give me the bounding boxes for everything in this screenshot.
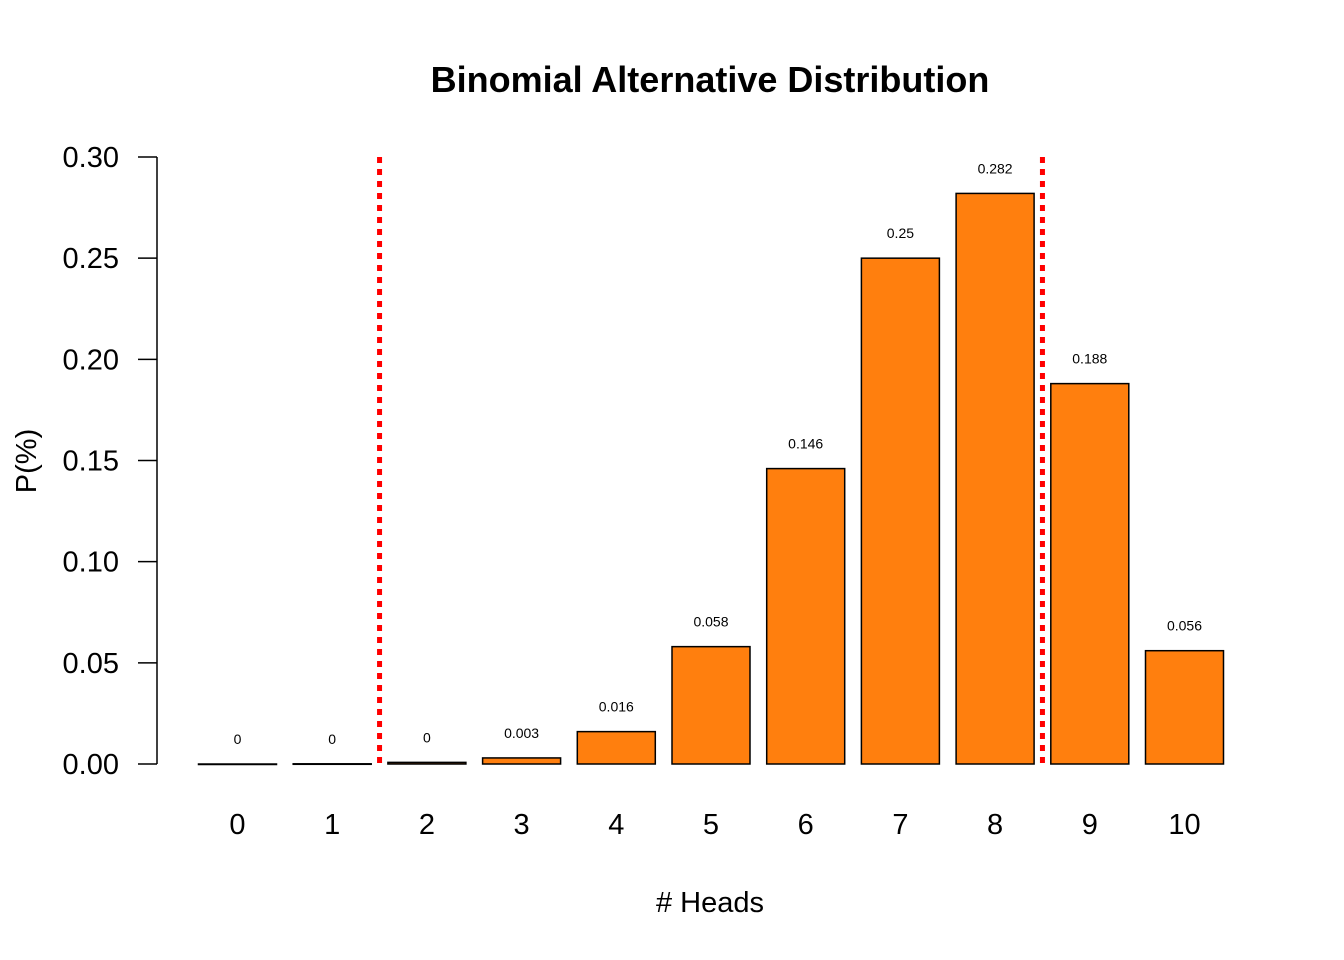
x-tick-label-1: 1 <box>324 809 340 841</box>
x-tick-labels: 0 1 2 3 4 5 6 7 8 9 10 <box>229 809 1200 841</box>
y-tick-label: 0.20 <box>63 344 119 376</box>
y-tick-label: 0.10 <box>63 547 119 579</box>
x-tick-label-0: 0 <box>229 809 245 841</box>
x-axis-label: # Heads <box>656 887 764 919</box>
reference-lines <box>377 157 1045 764</box>
x-tick-label-9: 9 <box>1082 809 1098 841</box>
data-label-7: 0.25 <box>887 225 914 241</box>
data-label-1: 0 <box>328 731 336 747</box>
data-label-3: 0.003 <box>504 725 539 741</box>
bar-1 <box>292 763 372 766</box>
y-axis-label: P(%) <box>11 429 43 493</box>
data-label-10: 0.056 <box>1167 618 1202 634</box>
data-label-4: 0.016 <box>599 699 634 715</box>
bar-0 <box>197 763 278 766</box>
y-tick-label: 0.15 <box>63 446 119 478</box>
x-tick-label-10: 10 <box>1168 809 1200 841</box>
x-tick-label-2: 2 <box>419 809 435 841</box>
y-tick-label: 0.05 <box>63 648 119 680</box>
bar-7 <box>860 257 941 765</box>
data-label-9: 0.188 <box>1072 351 1107 367</box>
bar-9 <box>1050 382 1130 765</box>
bar-2 <box>387 761 467 765</box>
data-label-5: 0.058 <box>693 614 728 630</box>
y-tick-label: 0.00 <box>63 749 119 781</box>
bar-4 <box>576 730 657 765</box>
bar-3 <box>481 757 562 765</box>
bar-8 <box>955 192 1035 765</box>
bars <box>197 192 1225 766</box>
x-tick-label-6: 6 <box>798 809 814 841</box>
x-tick-label-8: 8 <box>987 809 1003 841</box>
data-label-8: 0.282 <box>978 160 1013 176</box>
bar-10 <box>1144 649 1225 765</box>
y-tick-label: 0.25 <box>63 243 119 275</box>
x-tick-label-3: 3 <box>514 809 530 841</box>
x-tick-label-4: 4 <box>608 809 624 841</box>
x-tick-label-7: 7 <box>892 809 908 841</box>
bar-5 <box>671 645 751 765</box>
data-label-6: 0.146 <box>788 436 823 452</box>
chart-title: Binomial Alternative Distribution <box>431 59 990 100</box>
y-tick-label: 0.30 <box>63 142 119 174</box>
data-label-2: 0 <box>423 729 431 745</box>
data-label-0: 0 <box>234 731 242 747</box>
y-axis: 0.00 0.05 0.10 0.15 0.20 0.25 0.30 <box>63 142 158 781</box>
x-tick-label-5: 5 <box>703 809 719 841</box>
data-labels: 0 0 0 0.003 0.016 0.058 0.146 0.25 0.282 0.188 0.0… <box>234 160 1203 747</box>
bar-6 <box>765 467 846 765</box>
